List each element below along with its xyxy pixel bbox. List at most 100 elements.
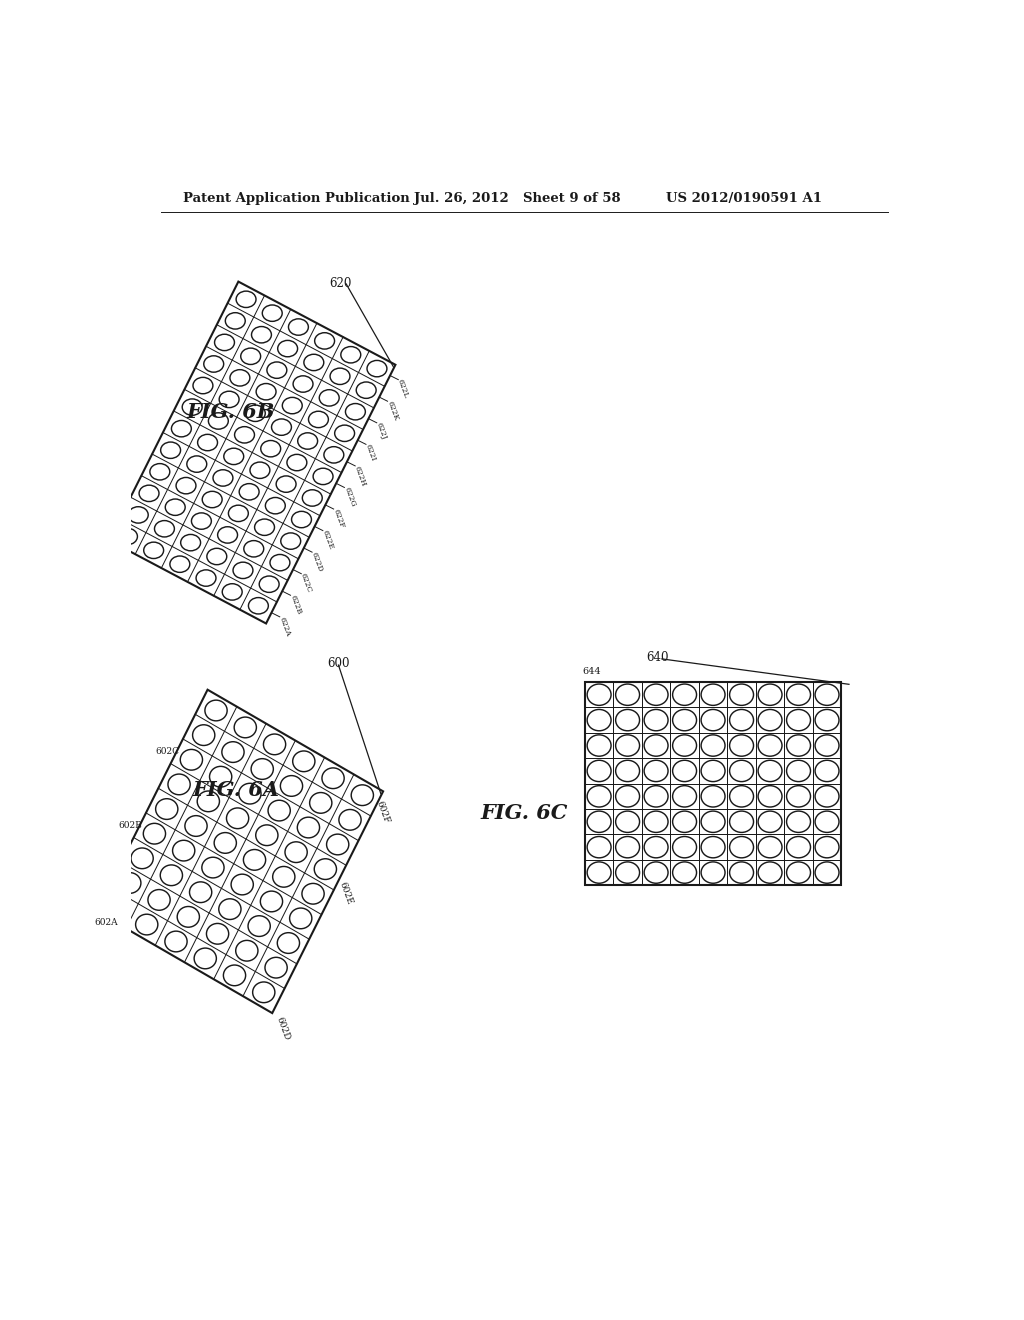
Ellipse shape [186,455,207,473]
Ellipse shape [673,785,696,807]
Ellipse shape [786,709,811,731]
Ellipse shape [198,791,219,812]
Ellipse shape [251,759,273,779]
Ellipse shape [673,760,696,781]
Ellipse shape [815,785,839,807]
Ellipse shape [729,810,754,833]
Ellipse shape [131,847,154,869]
Ellipse shape [230,370,250,385]
Ellipse shape [219,391,239,408]
Ellipse shape [815,709,839,731]
Ellipse shape [156,799,178,820]
Text: 602F: 602F [375,800,391,825]
Ellipse shape [815,684,839,705]
Ellipse shape [234,717,256,738]
Ellipse shape [673,735,696,756]
Ellipse shape [267,362,287,379]
Ellipse shape [143,824,166,843]
Ellipse shape [239,783,261,804]
Ellipse shape [256,384,276,400]
Text: US 2012/0190591 A1: US 2012/0190591 A1 [666,191,821,205]
Ellipse shape [213,470,232,486]
Ellipse shape [263,734,286,755]
Ellipse shape [119,873,141,894]
Ellipse shape [265,957,287,978]
Ellipse shape [615,709,640,731]
Text: 622F: 622F [332,508,346,529]
Text: 620: 620 [330,277,351,289]
Ellipse shape [615,760,640,781]
Ellipse shape [644,862,668,883]
Ellipse shape [758,684,782,705]
Ellipse shape [278,933,300,953]
Ellipse shape [285,842,307,862]
Ellipse shape [265,498,286,513]
Ellipse shape [587,735,611,756]
Ellipse shape [255,519,274,536]
Ellipse shape [673,862,696,883]
Ellipse shape [302,883,325,904]
Ellipse shape [244,850,265,870]
Ellipse shape [324,446,344,463]
Ellipse shape [218,527,238,543]
Ellipse shape [290,908,312,929]
Ellipse shape [240,483,259,500]
Ellipse shape [729,760,754,781]
Ellipse shape [587,785,611,807]
Text: 622L: 622L [396,379,411,400]
Text: FIG. 6B: FIG. 6B [186,403,275,422]
Ellipse shape [161,442,180,458]
Text: 600: 600 [327,657,349,671]
Ellipse shape [289,319,308,335]
Ellipse shape [815,735,839,756]
Ellipse shape [185,816,207,837]
Ellipse shape [758,709,782,731]
Ellipse shape [262,305,283,321]
Ellipse shape [587,810,611,833]
Ellipse shape [209,413,228,429]
Ellipse shape [345,404,366,420]
Text: 602D: 602D [274,1015,292,1041]
Ellipse shape [729,785,754,807]
Ellipse shape [615,862,640,883]
Ellipse shape [205,700,227,721]
Ellipse shape [193,378,213,393]
Ellipse shape [210,767,231,787]
Ellipse shape [176,478,196,494]
Ellipse shape [673,837,696,858]
Text: 622E: 622E [321,529,335,550]
Ellipse shape [256,825,278,846]
Text: 622I: 622I [364,444,377,462]
Ellipse shape [673,684,696,705]
Ellipse shape [786,735,811,756]
Ellipse shape [223,965,246,986]
Ellipse shape [758,862,782,883]
Ellipse shape [339,809,361,830]
Ellipse shape [815,837,839,858]
Ellipse shape [313,469,333,484]
Ellipse shape [225,313,245,329]
Text: 622B: 622B [289,594,303,615]
Ellipse shape [135,915,158,935]
Ellipse shape [615,684,640,705]
Ellipse shape [786,760,811,781]
Ellipse shape [155,520,174,537]
Ellipse shape [815,862,839,883]
Ellipse shape [673,810,696,833]
Text: 640: 640 [646,651,669,664]
Ellipse shape [226,808,249,829]
Ellipse shape [644,684,668,705]
Ellipse shape [249,598,268,614]
Ellipse shape [236,940,258,961]
Ellipse shape [180,535,201,550]
Text: 602E: 602E [338,880,354,907]
Ellipse shape [615,785,640,807]
Text: 602C: 602C [155,747,179,756]
Ellipse shape [207,924,228,944]
Ellipse shape [729,684,754,705]
Ellipse shape [309,792,332,813]
Ellipse shape [587,709,611,731]
Ellipse shape [308,412,329,428]
Ellipse shape [644,837,668,858]
Ellipse shape [644,735,668,756]
